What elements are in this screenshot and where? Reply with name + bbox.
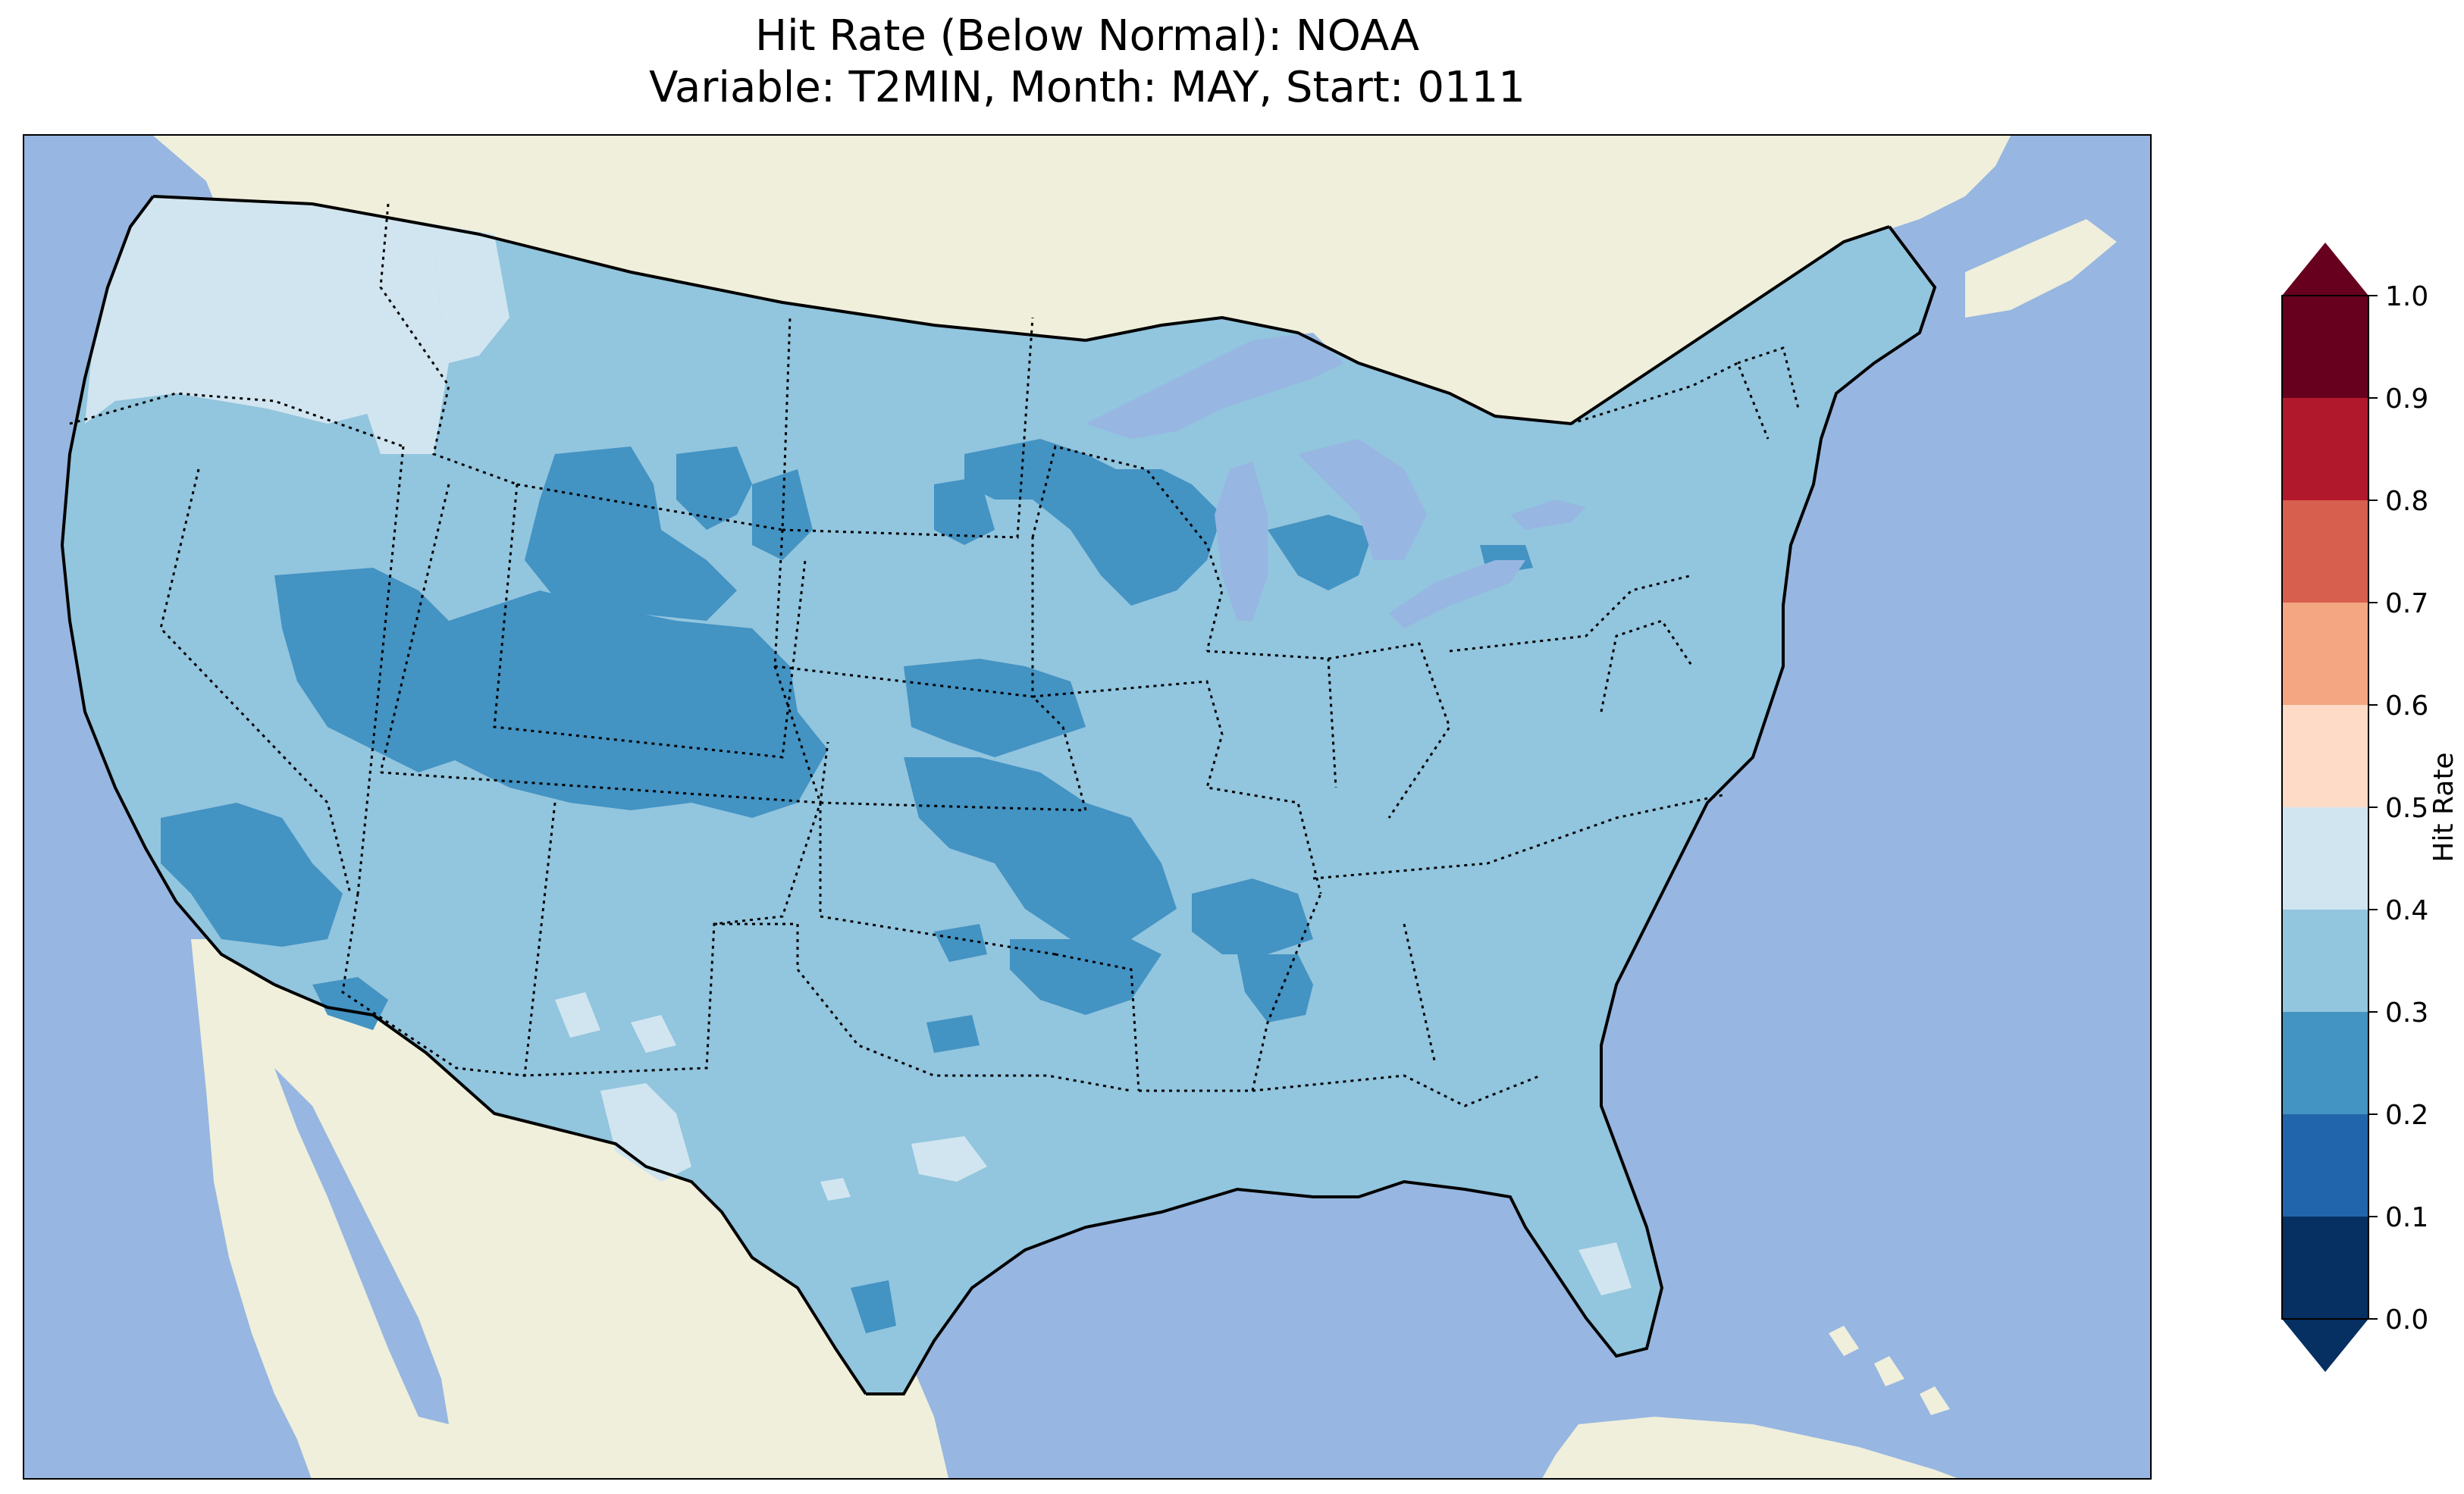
lake-michigan: [1215, 462, 1268, 621]
map-title-line-2: Variable: T2MIN, Month: MAY, Start: 0111: [649, 63, 1525, 112]
map-panel: [23, 134, 2152, 1480]
colorbar-tick-label-9: 0.9: [2385, 384, 2428, 415]
region-north-dakota-minnesota: [934, 477, 995, 545]
lake-superior: [1086, 333, 1343, 439]
colorbar-tick-label-3: 0.3: [2385, 998, 2428, 1029]
colorbar-ticks: 0.0 0.1 0.2 0.3 0.4 0.5 0.6 0.7 0.8 0.9 1.0: [2368, 281, 2428, 1336]
borders: [60, 195, 1937, 1395]
land-baja: [199, 939, 419, 1424]
land-maritimes: [1965, 219, 2117, 318]
colorbar-bin-3: [2282, 910, 2368, 1012]
colorbar-tick-label-7: 0.7: [2385, 588, 2428, 619]
region-arizona-south: [312, 977, 388, 1030]
colorbar-tick-label-6: 0.6: [2385, 691, 2428, 722]
land-cuba: [1542, 1417, 1958, 1478]
map-title-line-1: Hit Rate (Below Normal): NOAA: [754, 11, 1420, 61]
colorbar-bin-9: [2282, 296, 2368, 398]
region-west-texas: [600, 1083, 691, 1182]
region-alabama-mississippi: [1237, 954, 1313, 1023]
gulf-of-california: [274, 1068, 449, 1424]
colorbar-outline: [2281, 295, 2369, 1320]
region-wyoming: [525, 446, 737, 621]
region-new-mexico-south: [555, 992, 676, 1053]
colorbar-bin-7: [2282, 500, 2368, 603]
colorbar-bin-6: [2282, 603, 2368, 705]
lake-erie: [1389, 560, 1525, 628]
great-lakes: [1086, 333, 1586, 628]
region-pacific-northwest: [85, 196, 441, 424]
region-south-texas-coast: [851, 1280, 896, 1333]
colorbar-bin-8: [2282, 398, 2368, 500]
hit-rate-regions: [85, 196, 1632, 1333]
map-canvas: [24, 136, 2150, 1478]
colorbar-tick-label-4: 0.4: [2385, 895, 2428, 926]
region-central-texas: [820, 1136, 987, 1201]
colorbar-under-extension: [2282, 1319, 2368, 1372]
colorbar-bin-5: [2282, 705, 2368, 807]
colorbar-bin-2: [2282, 1012, 2368, 1114]
lake-huron: [1298, 439, 1427, 560]
lake-ontario: [1510, 500, 1586, 530]
region-upper-midwest: [964, 439, 1222, 606]
colorbar-tick-label-10: 1.0: [2385, 281, 2428, 312]
region-arkansas-tennessee: [1010, 879, 1313, 1015]
region-missouri-kansas: [904, 757, 1177, 939]
colorbar-tick-label-0: 0.0: [2385, 1305, 2428, 1336]
colorbar-bins: [2282, 296, 2368, 1319]
colorbar-bin-1: [2282, 1114, 2368, 1217]
colorbar-label: Hit Rate: [2428, 752, 2459, 862]
region-nebraska-iowa: [904, 659, 1086, 757]
region-michigan-upper: [1268, 515, 1374, 590]
colorbar-bin-4: [2282, 807, 2368, 910]
state-boundaries: [69, 203, 1800, 1107]
colorbar-tick-label-5: 0.5: [2385, 793, 2428, 824]
colorbar-tick-label-8: 0.8: [2385, 486, 2428, 517]
region-montana-east: [676, 446, 813, 560]
region-colorado-utah: [419, 590, 828, 818]
colorbar-bin-0: [2282, 1217, 2368, 1319]
colorbar-tick-label-1: 0.1: [2385, 1202, 2428, 1233]
region-south-florida: [1578, 1242, 1632, 1295]
map-title: Hit Rate (Below Normal): NOAA Variable: …: [23, 11, 2152, 114]
land-bahamas: [1829, 1326, 1950, 1415]
region-idaho-panhandle: [365, 219, 509, 454]
region-southern-california-nevada: [161, 803, 343, 947]
colorbar-tick-label-2: 0.2: [2385, 1100, 2428, 1131]
region-oklahoma-central: [926, 924, 987, 1053]
colorbar-over-extension: [2282, 243, 2368, 296]
